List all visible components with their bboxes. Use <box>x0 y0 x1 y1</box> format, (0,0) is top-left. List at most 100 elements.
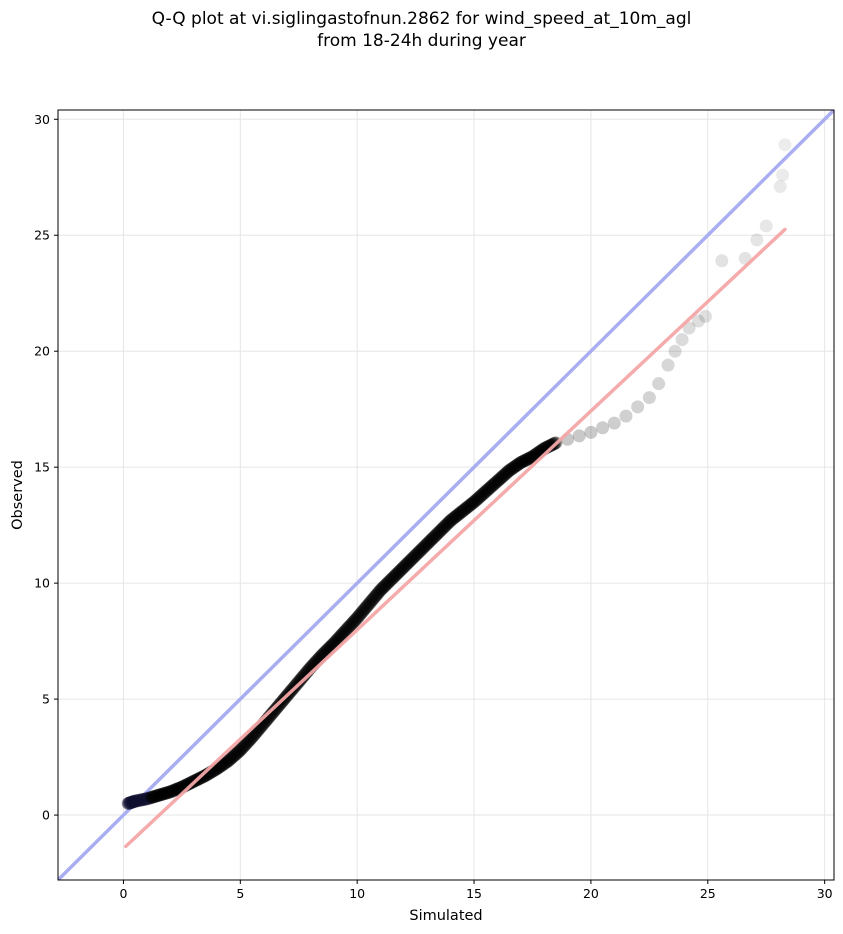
quantile-point <box>452 507 466 521</box>
quantile-point <box>217 757 231 771</box>
chart-title-line-1: Q-Q plot at vi.siglingastofnun.2862 for … <box>151 9 692 29</box>
quantile-point <box>246 729 260 743</box>
quantile-point <box>222 754 236 768</box>
quantile-point <box>441 516 455 530</box>
quantile-point <box>386 571 400 585</box>
quantile-point <box>416 541 430 555</box>
quantile-point <box>401 556 415 570</box>
quantile-point <box>143 791 157 805</box>
quantile-point <box>403 554 417 568</box>
quantile-point <box>427 530 441 544</box>
quantile-point <box>155 787 169 801</box>
quantile-point <box>231 745 245 759</box>
quantile-point <box>359 600 373 614</box>
quantile-point <box>404 553 418 567</box>
quantile-point <box>343 618 357 632</box>
quantile-point <box>350 611 364 625</box>
quantile-point <box>545 438 559 452</box>
quantile-point <box>631 400 645 414</box>
quantile-point <box>668 344 682 358</box>
quantile-point <box>237 739 251 753</box>
quantile-point <box>138 792 152 806</box>
quantile-point <box>147 790 161 804</box>
quantile-point <box>184 776 198 790</box>
quantile-point <box>383 573 397 587</box>
quantile-point <box>443 514 457 528</box>
quantile-point <box>469 493 483 507</box>
quantile-point <box>504 462 518 476</box>
y-tick-label: 15 <box>34 460 50 475</box>
quantile-point <box>224 752 238 766</box>
quantile-point <box>144 791 158 805</box>
grid-lines <box>58 110 834 880</box>
quantile-point <box>139 792 153 806</box>
quantile-point <box>485 479 499 493</box>
quantile-point <box>128 794 142 808</box>
y-axis-label: Observed <box>10 460 26 530</box>
quantile-point <box>462 499 476 513</box>
quantile-point <box>124 795 138 809</box>
quantile-point <box>216 758 230 772</box>
quantile-point <box>218 756 232 770</box>
quantile-point <box>229 747 243 761</box>
quantile-point <box>226 750 240 764</box>
quantile-point <box>236 740 250 754</box>
quantile-point <box>152 788 166 802</box>
quantile-point <box>525 450 539 464</box>
quantile-point <box>344 617 358 631</box>
fit-line <box>124 227 787 849</box>
quantile-point <box>152 788 166 802</box>
quantile-point <box>503 463 517 477</box>
quantile-point <box>506 461 520 475</box>
quantile-point <box>448 510 462 524</box>
quantile-point <box>150 789 164 803</box>
quantile-point <box>363 596 377 610</box>
quantile-point <box>596 421 610 435</box>
quantile-point <box>520 453 534 467</box>
quantile-point <box>367 591 381 605</box>
quantile-point <box>432 525 446 539</box>
quantile-point <box>382 574 396 588</box>
quantile-point <box>477 486 491 500</box>
quantile-point <box>515 455 529 469</box>
quantile-point <box>170 782 184 796</box>
quantile-point <box>513 456 527 470</box>
quantile-point <box>413 543 427 557</box>
quantile-point <box>357 603 371 617</box>
quantile-point <box>488 477 501 491</box>
quantile-point <box>369 589 383 603</box>
quantile-point <box>460 500 474 514</box>
quantile-point <box>402 555 416 569</box>
quantile-point <box>362 597 376 611</box>
quantile-point <box>423 534 437 548</box>
quantile-point <box>450 509 464 523</box>
quantile-point <box>436 521 450 535</box>
quantile-point <box>128 794 142 808</box>
quantile-point <box>384 572 398 586</box>
quantile-point <box>516 455 530 469</box>
quantile-point <box>164 784 178 798</box>
quantile-point <box>227 748 241 762</box>
quantile-point <box>399 558 413 572</box>
quantile-point <box>370 588 384 602</box>
quantile-point <box>497 468 511 482</box>
quantile-point <box>682 321 696 335</box>
quantile-point <box>512 457 526 471</box>
quantile-point <box>379 577 393 591</box>
quantile-point <box>390 567 404 581</box>
quantile-point <box>133 793 147 807</box>
quantile-point <box>123 796 137 810</box>
quantile-point <box>428 529 442 543</box>
quantile-point <box>159 786 173 800</box>
quantile-point <box>366 592 380 606</box>
quantile-point <box>340 622 354 636</box>
quantile-point <box>776 168 790 182</box>
quantile-point <box>365 594 379 608</box>
quantile-point <box>334 629 348 643</box>
quantile-point <box>266 705 280 719</box>
chart-title: Q-Q plot at vi.siglingastofnun.2862 for … <box>0 8 843 52</box>
quantile-point <box>405 552 419 566</box>
quantile-point <box>409 548 423 562</box>
quantile-point <box>127 795 141 809</box>
quantile-point <box>375 582 389 596</box>
